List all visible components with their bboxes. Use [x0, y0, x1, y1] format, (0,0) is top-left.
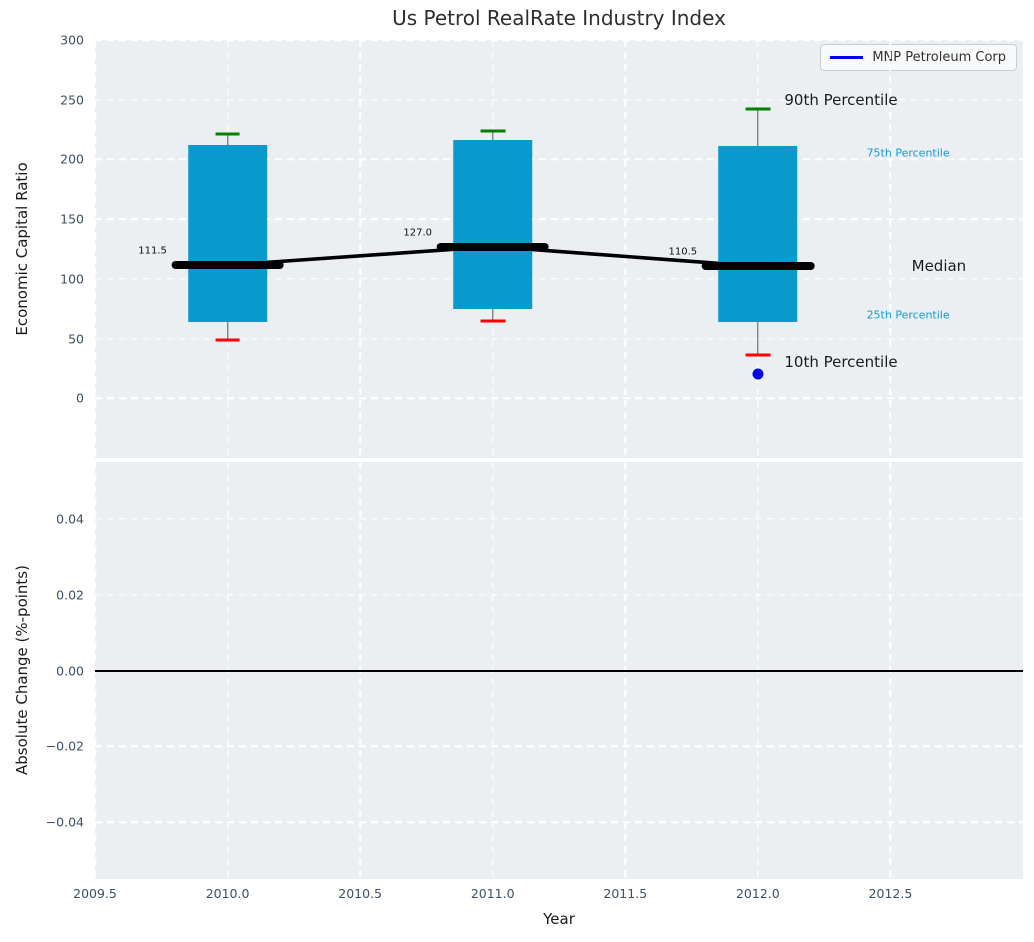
x-axis-label: Year	[95, 910, 1023, 928]
whisker-cap-10th	[745, 354, 770, 357]
x-tick-label: 2011.0	[471, 886, 515, 901]
x-tick-label: 2011.5	[603, 886, 647, 901]
y-tick-label: 150	[60, 212, 84, 227]
median-value-label: 127.0	[403, 227, 432, 238]
median-value-label: 111.5	[138, 246, 167, 257]
zero-line	[95, 670, 1023, 672]
whisker-cap-90th	[745, 108, 770, 111]
company-point	[752, 369, 763, 380]
whisker-cap-10th	[480, 320, 505, 323]
annotation-10th-percentile: 10th Percentile	[784, 353, 897, 371]
median-segment	[171, 261, 284, 269]
x-tick-label: 2010.5	[338, 886, 382, 901]
gridline-horizontal	[95, 821, 1023, 823]
whisker-cap-90th	[480, 129, 505, 132]
gridline-horizontal	[95, 594, 1023, 596]
annotation-25th-percentile: 25th Percentile	[867, 308, 950, 321]
y-tick-label: 0.00	[56, 663, 84, 678]
y-tick-label: 0.02	[56, 587, 84, 602]
bottom-subplot	[95, 462, 1023, 879]
y-tick-label: 250	[60, 92, 84, 107]
box-iqr	[453, 140, 533, 308]
whisker-cap-10th	[215, 338, 240, 341]
y-tick-label: −0.02	[46, 739, 84, 754]
gridline-horizontal	[95, 518, 1023, 520]
whisker-cap-90th	[215, 133, 240, 136]
x-axis-ticks: 2009.52010.02010.52011.02011.52012.02012…	[95, 886, 1023, 906]
x-tick-label: 2012.0	[736, 886, 780, 901]
x-tick-label: 2012.5	[869, 886, 913, 901]
median-segment	[702, 262, 815, 270]
annotation-75th-percentile: 75th Percentile	[867, 147, 950, 160]
y-tick-label: 0.04	[56, 511, 84, 526]
y-axis-ticks-top: 300250200150100500	[0, 40, 86, 458]
y-tick-label: 50	[68, 331, 84, 346]
annotation-90th-percentile: 90th Percentile	[784, 91, 897, 109]
y-tick-label: 200	[60, 152, 84, 167]
y-tick-label: 0	[76, 391, 84, 406]
x-tick-label: 2010.0	[206, 886, 250, 901]
y-tick-label: −0.04	[46, 815, 84, 830]
box-iqr	[718, 146, 798, 322]
median-segment	[436, 243, 549, 251]
chart-title: Us Petrol RealRate Industry Index	[95, 6, 1023, 30]
y-tick-label: 300	[60, 33, 84, 48]
gridline-horizontal	[95, 746, 1023, 748]
x-tick-label: 2009.5	[73, 886, 117, 901]
figure: Us Petrol RealRate Industry Index Econom…	[0, 0, 1034, 942]
y-tick-label: 100	[60, 271, 84, 286]
annotation-median: Median	[912, 257, 967, 275]
median-value-label: 110.5	[669, 247, 698, 258]
y-axis-ticks-bottom: 0.04 0.02 0.00 −0.02 −0.04	[0, 462, 86, 879]
top-subplot: MNP Petroleum Corp 111.5127.0110.590th P…	[95, 40, 1023, 458]
box-iqr	[188, 145, 268, 322]
